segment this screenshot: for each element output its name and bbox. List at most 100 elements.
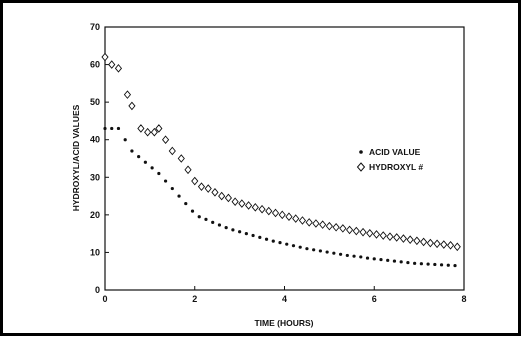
y-tick-label: 20 xyxy=(90,210,100,220)
acid-value-point xyxy=(258,235,262,239)
hydroxyl-point xyxy=(406,235,414,244)
y-tick-label: 10 xyxy=(90,247,100,257)
hydroxyl-point xyxy=(218,191,226,201)
acid-value-point xyxy=(197,215,201,219)
acid-value-point xyxy=(285,242,289,246)
acid-value-point xyxy=(143,160,147,164)
hydroxyl-point xyxy=(325,221,333,231)
hydroxyl-point xyxy=(292,214,300,223)
acid-value-point xyxy=(157,171,161,176)
hydroxyl-point xyxy=(339,224,347,233)
hydroxyl-point xyxy=(265,206,273,216)
hydroxyl-point xyxy=(258,204,266,214)
hydroxyl-point xyxy=(372,230,381,239)
hydroxyl-point xyxy=(271,208,280,218)
y-tick-label: 60 xyxy=(90,60,100,70)
hydroxyl-point xyxy=(426,238,434,248)
y-tick-label: 30 xyxy=(90,172,100,182)
x-tick-label: 0 xyxy=(102,294,107,304)
acid-value-point xyxy=(406,260,410,265)
acid-value-point xyxy=(251,233,255,238)
acid-value-point xyxy=(298,245,302,249)
y-tick-label: 0 xyxy=(95,285,100,295)
hydroxyl-point xyxy=(379,231,387,240)
legend-label-hydroxyl: HYDROXYL # xyxy=(369,162,423,172)
hydroxyl-point xyxy=(197,182,206,191)
x-axis-title: TIME (HOURS) xyxy=(254,318,313,328)
hydroxyl-point xyxy=(211,188,219,197)
hydroxyl-point xyxy=(101,52,109,62)
hydroxyl-point xyxy=(420,237,428,247)
plot-area xyxy=(104,26,465,291)
acid-value-point xyxy=(271,239,275,243)
acid-value-point xyxy=(177,194,181,198)
hydroxyl-point xyxy=(114,64,123,73)
acid-value-point xyxy=(332,251,336,255)
hydroxyl-point xyxy=(345,225,354,235)
acid-value-point xyxy=(224,226,228,230)
hydroxyl-point xyxy=(191,176,199,186)
hydroxyl-point xyxy=(305,218,313,227)
hydroxyl-point xyxy=(231,197,239,207)
acid-value-point xyxy=(103,126,107,131)
hydroxyl-point xyxy=(137,124,145,133)
acid-value-point xyxy=(163,179,168,183)
acid-value-point xyxy=(426,262,430,266)
hydroxyl-point xyxy=(298,216,307,225)
x-tick-label: 4 xyxy=(282,294,287,304)
hydroxyl-point xyxy=(108,60,116,69)
acid-value-point xyxy=(419,262,423,266)
hydroxyl-point xyxy=(386,232,394,241)
hydroxyl-point xyxy=(150,127,158,137)
x-axis-ticks: 0 2 4 6 8 xyxy=(102,286,467,304)
hydroxyl-point xyxy=(453,242,461,252)
acid-value-point xyxy=(325,250,329,254)
hydroxyl-point xyxy=(123,90,132,99)
acid-value-point xyxy=(238,230,242,234)
hydroxyl-point xyxy=(446,240,455,250)
acid-value-point xyxy=(453,263,457,268)
legend: ACID VALUE HYDROXYL # xyxy=(356,147,423,172)
acid-value-point xyxy=(184,201,188,206)
acid-value-point xyxy=(123,138,127,142)
acid-value-point xyxy=(190,209,195,213)
data-marks xyxy=(101,52,461,268)
acid-value-point xyxy=(372,257,376,261)
hydroxyl-point xyxy=(177,154,185,163)
hydroxyl-point xyxy=(238,199,246,208)
acid-value-point xyxy=(433,262,437,267)
hydroxyl-point xyxy=(224,193,232,203)
acid-value-point xyxy=(130,149,134,153)
acid-value-point xyxy=(278,241,282,245)
acid-value-point xyxy=(264,237,269,241)
acid-value-point xyxy=(399,260,403,264)
acid-value-point xyxy=(244,232,248,236)
acid-value-point xyxy=(110,126,114,131)
legend-marker-hydroxyl xyxy=(356,162,366,172)
acid-value-point xyxy=(150,166,154,170)
x-tick-label: 6 xyxy=(372,294,377,304)
acid-value-point xyxy=(345,253,349,258)
hydroxyl-point xyxy=(413,236,421,246)
hydroxyl-point xyxy=(128,101,136,111)
acid-value-point xyxy=(116,126,121,131)
hydroxyl-point xyxy=(440,240,448,249)
acid-value-point xyxy=(211,220,215,224)
acid-value-point xyxy=(137,155,141,159)
hydroxyl-point xyxy=(278,210,286,220)
hydroxyl-point xyxy=(312,219,320,228)
acid-value-point xyxy=(439,263,444,267)
hydroxyl-point xyxy=(184,165,192,175)
hydroxyl-point xyxy=(433,239,441,249)
hydroxyl-point xyxy=(352,226,360,236)
hydroxyl-point xyxy=(366,228,374,238)
hydroxyl-point xyxy=(251,203,259,212)
hydroxyl-point xyxy=(155,124,163,133)
x-tick-label: 8 xyxy=(461,294,466,304)
y-tick-label: 50 xyxy=(90,97,100,107)
acid-value-point xyxy=(446,263,450,267)
hydroxyl-point xyxy=(168,146,176,156)
hydroxyl-point xyxy=(319,220,327,229)
acid-value-point xyxy=(318,249,322,253)
